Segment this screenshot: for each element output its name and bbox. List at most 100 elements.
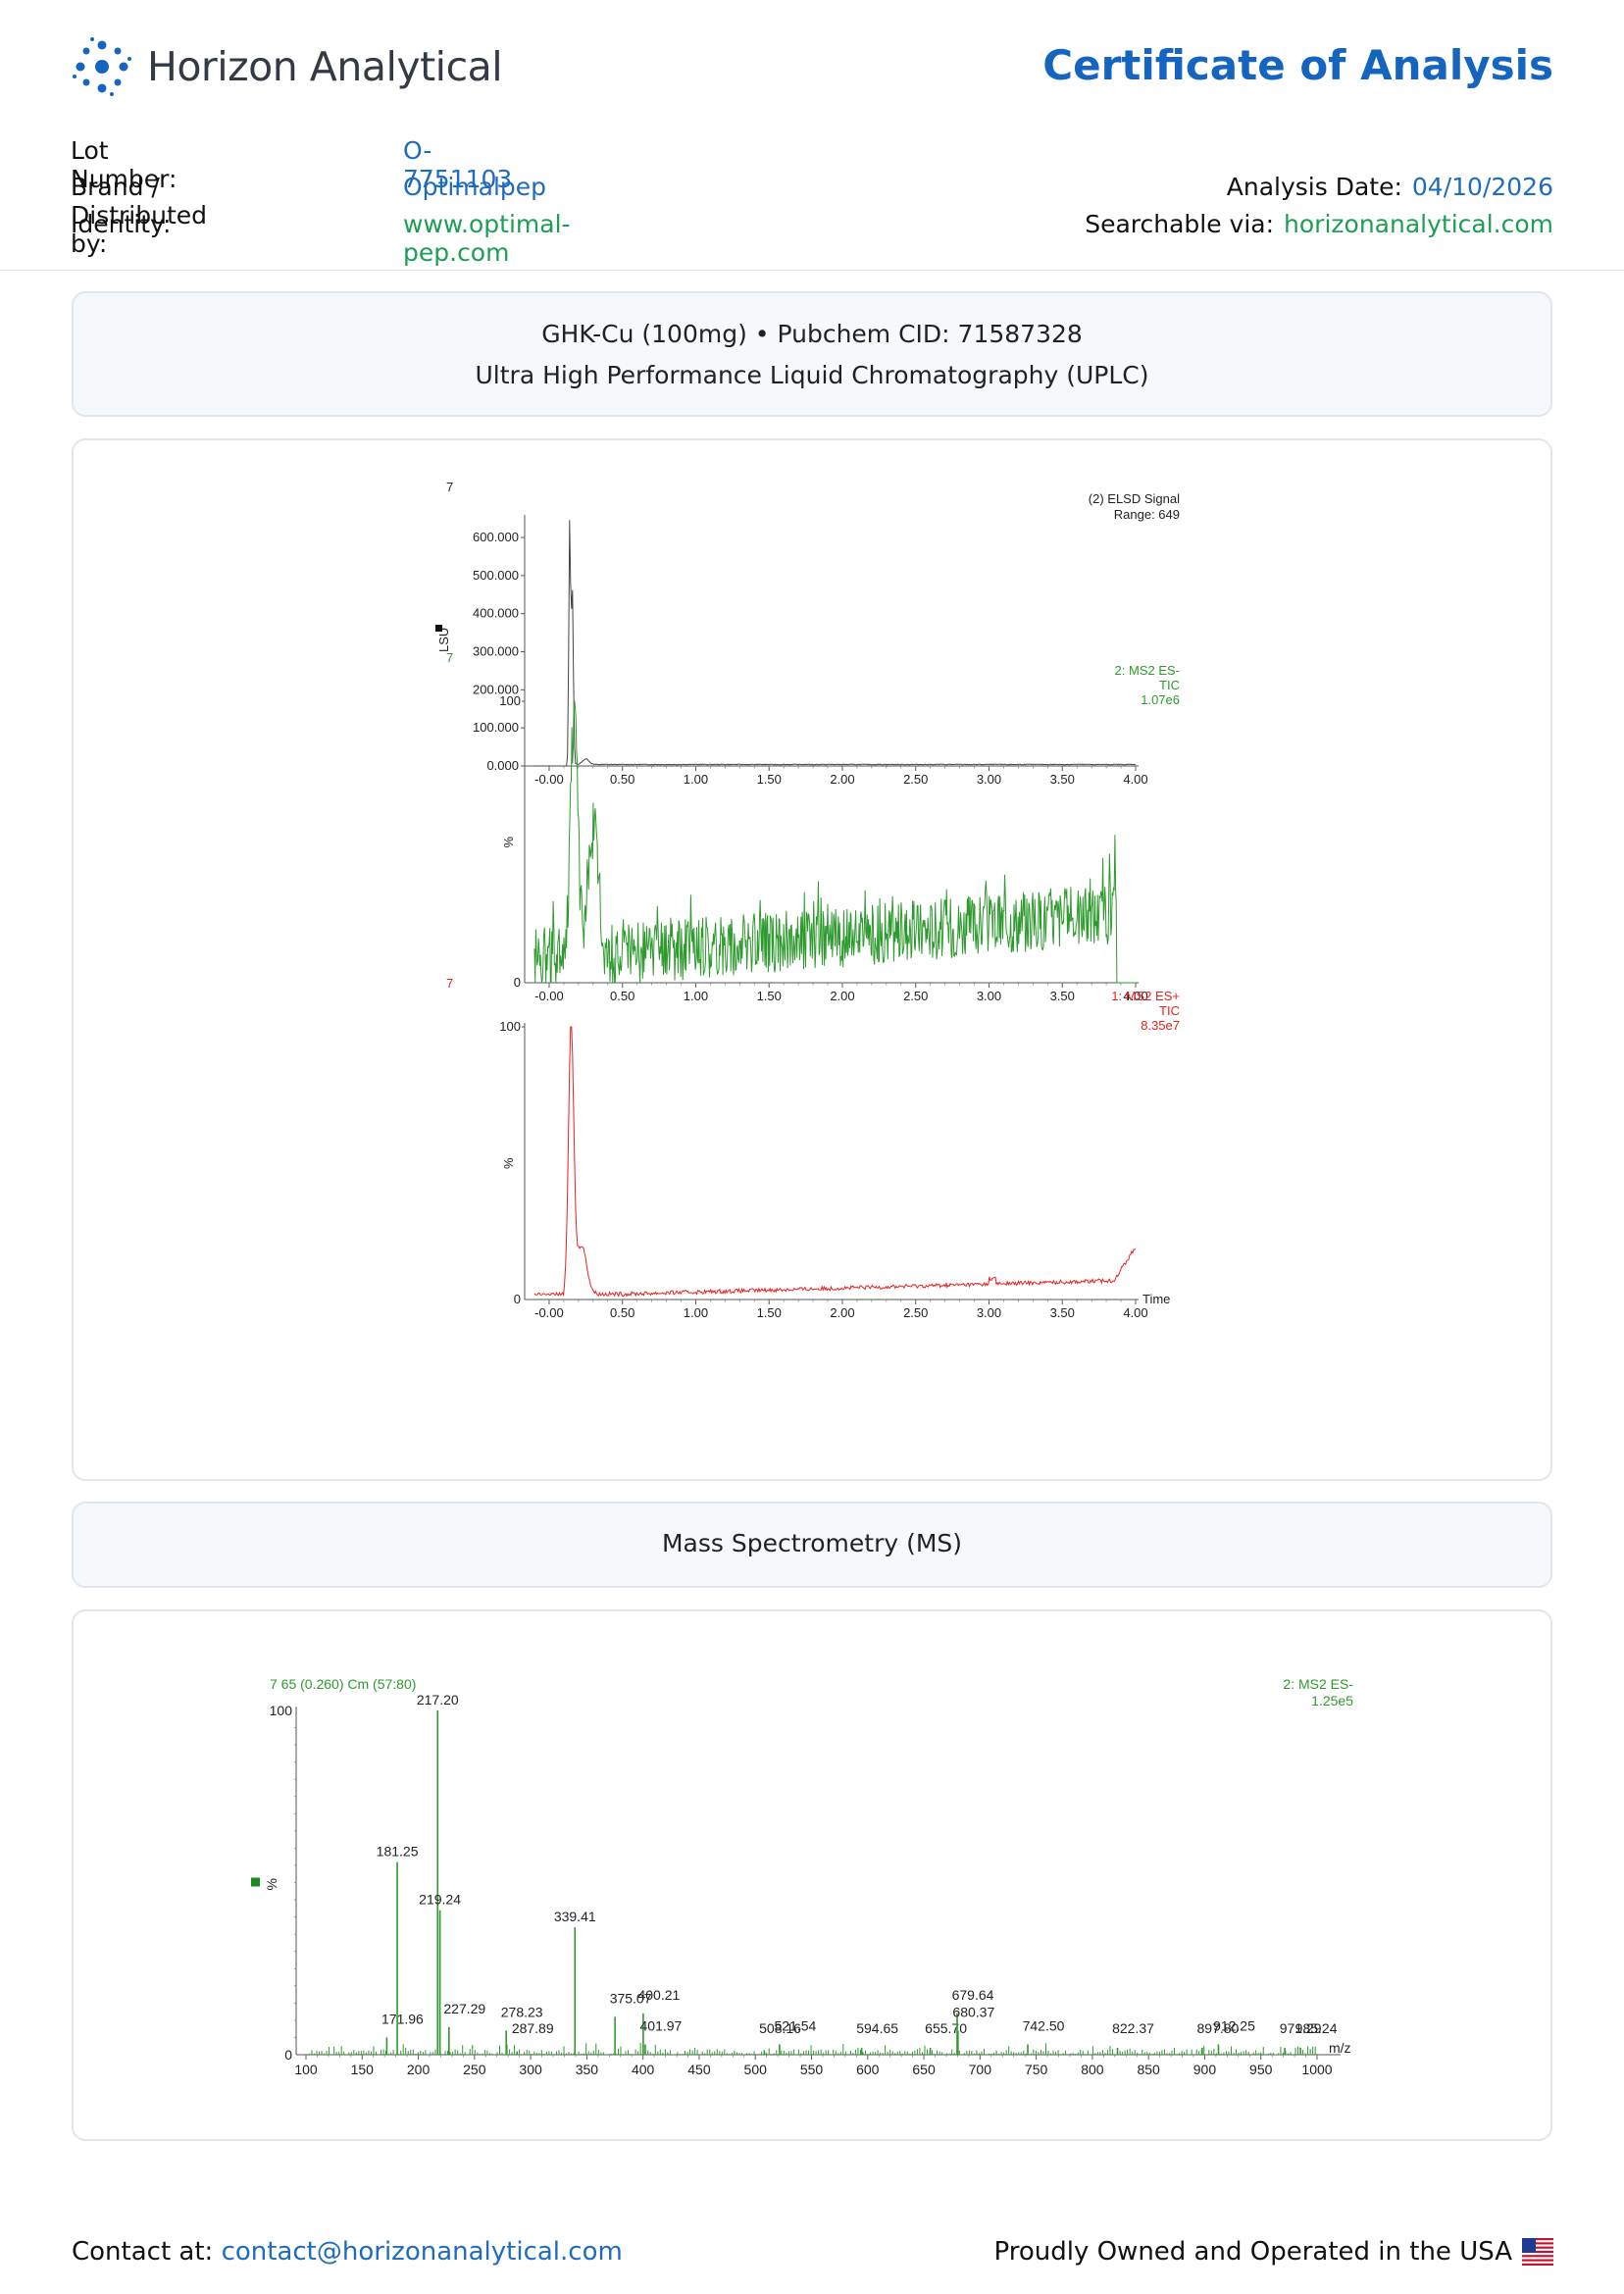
x-tick-label: 0.50 <box>610 989 634 1003</box>
ms-title: Mass Spectrometry (MS) <box>661 1529 963 1557</box>
peak-label: 679.64 <box>952 1987 994 2003</box>
analysis-date-row: Analysis Date: 04/10/2026 <box>1227 173 1553 201</box>
y-tick-min-label: 0 <box>284 2047 292 2063</box>
y-tick-label: 200.000 <box>473 682 519 696</box>
x-tick-label: 4.00 <box>1123 1305 1147 1320</box>
x-tick-label: 950 <box>1249 2062 1273 2077</box>
x-tick-label: 400 <box>632 2062 655 2077</box>
y-axis-label: % <box>264 1878 279 1890</box>
scale-label: 1.25e5 <box>1311 1693 1353 1708</box>
sample-label: 7 <box>446 480 453 494</box>
document-title: Certificate of Analysis <box>1042 41 1553 89</box>
x-tick-label: 3.00 <box>977 1305 1001 1320</box>
peak-label: 680.37 <box>952 2004 994 2019</box>
us-flag-icon <box>1522 2238 1553 2266</box>
scale-label: 8.35e7 <box>1141 1018 1180 1033</box>
x-tick-label: 3.50 <box>1050 1305 1075 1320</box>
chromatogram-3: -0.00 0.50 1.00 1.50 2.00 2.50 3.00 3.50 4.00 100… <box>446 976 1180 1320</box>
x-tick-label: 3.50 <box>1050 989 1075 1003</box>
x-tick-label: 250 <box>463 2062 486 2077</box>
x-tick-label: 450 <box>687 2062 711 2077</box>
method-line: Ultra High Performance Liquid Chromatogr… <box>475 361 1149 389</box>
trace-label: 1: MS2 ES+ <box>1111 989 1180 1003</box>
y-tick-label: 500.000 <box>473 568 519 583</box>
lot-value: O-7751103 <box>403 136 513 193</box>
range-label: Range: 649 <box>1114 507 1180 522</box>
lot-label: Lot Number: <box>71 136 178 193</box>
peak-label: 521.54 <box>774 2017 816 2033</box>
x-tick-label: -0.00 <box>534 1305 564 1320</box>
tagline-text: Proudly Owned and Operated in the USA <box>993 2237 1512 2267</box>
peak-label: 508.16 <box>759 2020 801 2036</box>
peak-label: 594.65 <box>856 2020 898 2036</box>
ms-title-panel: Mass Spectrometry (MS) <box>72 1502 1552 1588</box>
contact-label: Contact at: <box>72 2237 214 2267</box>
peak-label: 227.29 <box>443 2001 485 2016</box>
x-axis-label: m/z <box>1329 2040 1351 2056</box>
identity-label: Identity: <box>71 210 172 238</box>
x-tick-label: 100 <box>294 2062 318 2077</box>
x-tick-label: 1.50 <box>757 772 782 787</box>
peak-label: 339.41 <box>554 1909 596 1924</box>
x-tick-label: 3.00 <box>977 772 1001 787</box>
x-tick-label: 3.00 <box>977 989 1001 1003</box>
x-tick-label: 650 <box>912 2062 936 2077</box>
peak-label: 278.23 <box>501 2004 543 2019</box>
trace-line <box>533 700 1136 984</box>
x-tick-label: 1.50 <box>757 1305 782 1320</box>
x-tick-label: 1.00 <box>684 772 708 787</box>
contact-email-link[interactable]: contact@horizonanalytical.com <box>221 2237 623 2267</box>
compound-line: GHK-Cu (100mg) • Pubchem CID: 71587328 <box>541 320 1083 348</box>
y-tick-min-label: 0 <box>514 1292 521 1306</box>
peak-label: 287.89 <box>512 2020 554 2036</box>
peak-label: 171.96 <box>381 2011 424 2026</box>
x-tick-label: 600 <box>856 2062 880 2077</box>
y-tick-label: 400.000 <box>473 606 519 621</box>
x-tick-label: 1.00 <box>684 989 708 1003</box>
brand-value: Optimalpep <box>403 173 547 201</box>
peak-label: 897.80 <box>1197 2020 1240 2036</box>
trace-line <box>533 1026 1137 1298</box>
trace-label: 2: MS2 ES- <box>1283 1676 1353 1692</box>
searchable-link[interactable]: horizonanalytical.com <box>1284 210 1553 238</box>
searchable-label: Searchable via: <box>1085 210 1275 238</box>
scale-label: 1.07e6 <box>1141 692 1180 707</box>
identity-link[interactable]: www.optimal-pep.com <box>403 210 571 267</box>
x-tick-label: 350 <box>576 2062 599 2077</box>
mass-spectrum-plot: 100 150 200 250 300 350 400 450 500 550 600 650 700 7… <box>251 1676 1353 2077</box>
x-tick-label: 1000 <box>1301 2062 1332 2077</box>
x-tick-label: 550 <box>800 2062 824 2077</box>
x-tick-label: 3.50 <box>1050 772 1075 787</box>
usa-tagline: Proudly Owned and Operated in the USA <box>993 2237 1553 2267</box>
x-tick-label: -0.00 <box>534 772 564 787</box>
contact-line: Contact at: contact@horizonanalytical.co… <box>72 2237 623 2267</box>
x-axis-label: Time <box>1142 1292 1170 1306</box>
x-tick-label: 700 <box>969 2062 992 2077</box>
y-tick-label: 0.000 <box>486 758 519 773</box>
trace-sub-label: TIC <box>1159 678 1180 692</box>
peak-label: 400.21 <box>637 1987 680 2003</box>
y-axis-label: % <box>501 837 516 848</box>
peak-label: 219.24 <box>419 1892 461 1908</box>
brand-label: Brand / Distributed by: <box>71 173 208 258</box>
y-tick-max-label: 100 <box>499 1019 521 1034</box>
y-axis-label: % <box>501 1157 516 1169</box>
x-tick-label: 4.00 <box>1123 772 1147 787</box>
x-tick-label: 2.50 <box>903 989 928 1003</box>
x-tick-label: 4.00 <box>1123 989 1147 1003</box>
peak-label: 375.07 <box>610 1990 652 2006</box>
company-logo: Horizon Analytical <box>71 35 503 98</box>
x-tick-label: 800 <box>1081 2062 1104 2077</box>
uplc-title-panel: GHK-Cu (100mg) • Pubchem CID: 71587328 U… <box>72 291 1552 417</box>
x-tick-label: 2.00 <box>830 772 854 787</box>
x-tick-label: 2.00 <box>830 1305 854 1320</box>
y-tick-max-label: 100 <box>270 1703 293 1718</box>
mass-spectrum-figure: 100 150 200 250 300 350 400 450 500 550 600 650 700 7… <box>251 1676 1353 2077</box>
x-tick-label: 300 <box>519 2062 542 2077</box>
trace-label: (2) ELSD Signal <box>1089 491 1180 506</box>
peak-label: 181.25 <box>377 1843 419 1859</box>
dot-network-logo-icon <box>73 37 131 96</box>
x-tick-label: 2.00 <box>830 989 854 1003</box>
x-tick-label: 0.50 <box>610 1305 634 1320</box>
peak-label: 971.29 <box>1280 2020 1322 2036</box>
